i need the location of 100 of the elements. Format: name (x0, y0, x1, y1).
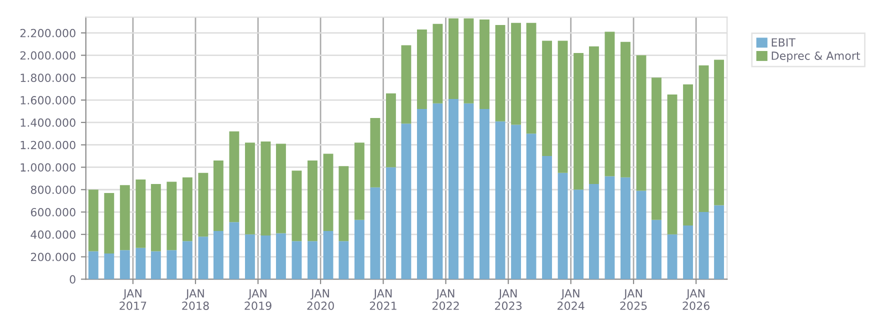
x-tick-label: JAN 2017 (120, 289, 146, 310)
bar (526, 22, 536, 134)
bar (511, 124, 521, 280)
legend-label: EBIT (772, 38, 796, 46)
bar (104, 253, 114, 280)
bar (574, 53, 584, 190)
bar (260, 236, 271, 280)
bar (542, 156, 552, 280)
bar (698, 212, 709, 280)
bar (542, 40, 552, 156)
bar (370, 118, 380, 188)
bar (354, 142, 364, 220)
bar (401, 45, 412, 124)
x-tick-label: JAN 2023 (494, 289, 522, 310)
y-tick-label: 0 (70, 275, 76, 284)
bar (292, 241, 302, 280)
bar (198, 172, 208, 237)
y-tick-label: 200.000 (30, 252, 76, 262)
bar (166, 250, 177, 280)
bar (620, 42, 630, 178)
bar (150, 251, 161, 280)
bar (589, 46, 599, 184)
y-tick-label: 1.200.000 (20, 140, 76, 150)
bar (386, 167, 396, 280)
bar (136, 248, 146, 280)
y-tick-label: 600.000 (30, 208, 76, 216)
bar (432, 24, 443, 104)
bar (495, 121, 506, 280)
x-tick-label: JAN 2021 (370, 289, 396, 310)
bar (198, 236, 208, 280)
bar (667, 234, 678, 280)
bar (276, 144, 286, 234)
bar (604, 176, 615, 280)
bar (620, 177, 630, 280)
bar (636, 55, 646, 191)
bar (88, 190, 98, 252)
bar (698, 65, 709, 212)
bar (120, 250, 130, 280)
bar (354, 220, 364, 280)
x-tick-label: JAN 2025 (620, 289, 647, 310)
y-tick-label: 800.000 (30, 186, 76, 194)
x-tick-label: JAN 2019 (244, 289, 272, 310)
bar (338, 241, 349, 280)
bar (136, 180, 146, 248)
x-tick-label: JAN 2018 (182, 289, 209, 310)
bar (213, 160, 224, 232)
bar (448, 98, 458, 280)
bar (166, 182, 177, 250)
bar (667, 94, 678, 234)
legend-label: Deprec & Amort (772, 52, 860, 62)
bar (213, 231, 224, 280)
bar (589, 184, 599, 280)
y-tick-label: 1.000.000 (20, 163, 76, 172)
x-tick-label: JAN 2026 (682, 289, 710, 310)
bar (104, 192, 114, 254)
y-tick-label: 2.200.000 (20, 28, 76, 38)
bar (338, 166, 349, 242)
bar (558, 172, 568, 280)
bar (292, 170, 302, 242)
bar (88, 251, 98, 280)
bar (432, 103, 443, 280)
bar (714, 205, 724, 280)
bar (401, 124, 412, 280)
bar (260, 141, 271, 236)
bar (245, 142, 255, 234)
bar (417, 30, 427, 110)
bar (511, 22, 521, 125)
bar (636, 190, 646, 280)
bar (574, 190, 584, 280)
bar (480, 19, 490, 110)
x-tick-label: JAN 2024 (558, 289, 584, 310)
bar (495, 25, 506, 122)
bar (683, 225, 693, 280)
y-tick-label: 400.000 (30, 230, 76, 239)
bar (323, 231, 334, 280)
bar (652, 220, 662, 280)
bar (652, 78, 662, 220)
bar (229, 131, 240, 222)
y-tick-label: 1.600.000 (20, 96, 76, 104)
x-tick-label: JAN 2020 (307, 289, 334, 310)
bar (182, 177, 192, 242)
bar (604, 32, 615, 176)
bar (417, 109, 427, 280)
bar (480, 109, 490, 280)
bar (683, 84, 693, 226)
y-tick-label: 2.000.000 (20, 51, 76, 60)
bar (308, 160, 318, 242)
bar (150, 184, 161, 252)
bar (714, 60, 724, 206)
bar (464, 103, 474, 280)
y-tick-label: 1.400.000 (20, 118, 76, 127)
bar (229, 222, 240, 280)
bar (448, 18, 458, 99)
bar (464, 18, 474, 104)
y-tick-label: 1.800.000 (20, 74, 76, 82)
bar (276, 233, 286, 280)
bar (386, 93, 396, 168)
bar (558, 40, 568, 173)
bar (245, 234, 255, 280)
bar (370, 187, 380, 280)
